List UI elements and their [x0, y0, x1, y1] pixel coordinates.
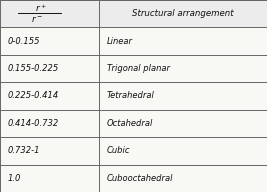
Text: Tetrahedral: Tetrahedral	[107, 92, 155, 100]
Bar	[0, 0, 267, 27]
Text: $r^+$: $r^+$	[36, 2, 48, 14]
Text: $r^-$: $r^-$	[32, 13, 44, 23]
Text: 0.155-0.225: 0.155-0.225	[8, 64, 59, 73]
Text: 1.0: 1.0	[8, 174, 21, 183]
Text: Cubic: Cubic	[107, 146, 130, 155]
Text: 0-0.155: 0-0.155	[8, 37, 40, 46]
Text: 0.732-1: 0.732-1	[8, 146, 40, 155]
Text: Octahedral: Octahedral	[107, 119, 153, 128]
Text: 0.414-0.732: 0.414-0.732	[8, 119, 59, 128]
Text: 0.225-0.414: 0.225-0.414	[8, 92, 59, 100]
Text: Linear: Linear	[107, 37, 133, 46]
Text: Structural arrangement: Structural arrangement	[132, 9, 234, 18]
Text: Trigonal planar: Trigonal planar	[107, 64, 170, 73]
Text: Cubooctahedral: Cubooctahedral	[107, 174, 173, 183]
